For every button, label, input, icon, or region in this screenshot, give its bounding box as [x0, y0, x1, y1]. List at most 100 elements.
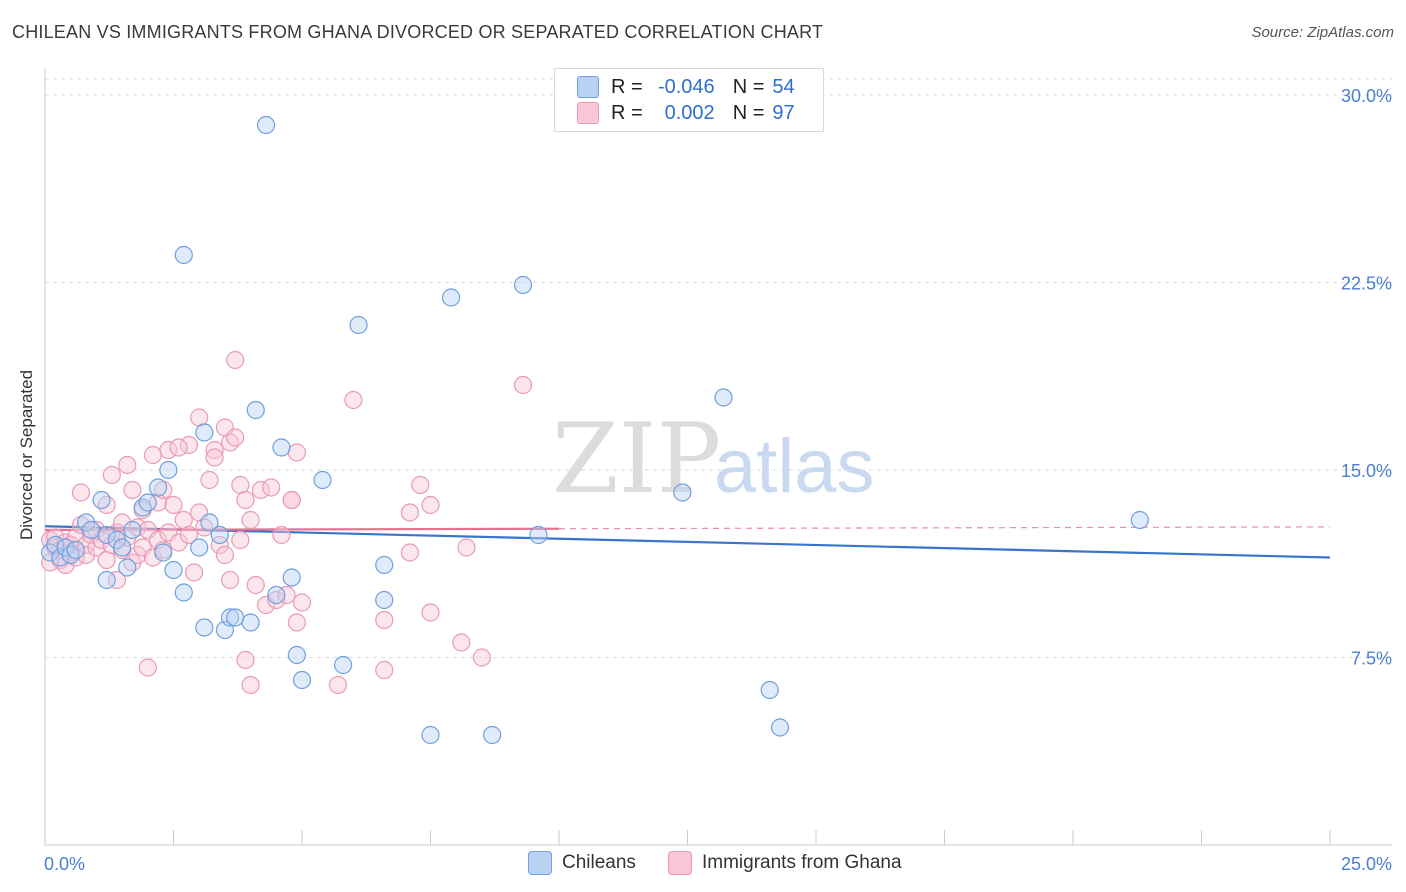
- chilean-point: [154, 543, 173, 562]
- ghana-trend-extension: [558, 526, 1331, 530]
- legend-r-value: -0.046: [657, 75, 715, 98]
- ghana-point: [179, 525, 199, 545]
- ghana-point: [210, 535, 229, 555]
- y-tick-label: 30.0%: [1341, 86, 1392, 106]
- ghana-point: [164, 495, 183, 515]
- chilean-point: [529, 525, 548, 545]
- chilean-point: [195, 423, 214, 442]
- legend-n-value: 97: [772, 101, 795, 124]
- y-axis-label: Divorced or Separated: [17, 370, 36, 540]
- ghana-point: [400, 503, 420, 522]
- chilean-point: [226, 608, 245, 627]
- chilean-point: [82, 520, 101, 540]
- chilean-point: [246, 400, 265, 420]
- ghana-point: [472, 648, 491, 667]
- ghana-point: [226, 350, 245, 370]
- ghana-point: [344, 390, 363, 410]
- chileans-points: [41, 115, 1149, 745]
- ghana-point: [107, 570, 127, 590]
- chilean-point: [220, 608, 240, 627]
- chilean-point: [349, 315, 368, 335]
- chilean-point: [313, 470, 332, 490]
- legend-item-chileans[interactable]: Chileans: [528, 851, 636, 875]
- ghana-point: [236, 490, 255, 510]
- chilean-point: [256, 115, 276, 135]
- legend-n-label: N =: [732, 75, 765, 98]
- chilean-point: [1130, 510, 1149, 530]
- chilean-point: [375, 555, 394, 575]
- ghana-point: [195, 518, 214, 537]
- chilean-point: [159, 460, 178, 480]
- chilean-point: [714, 388, 733, 407]
- chilean-point: [97, 525, 116, 545]
- chilean-point: [66, 540, 85, 560]
- ghana-point: [267, 590, 286, 610]
- chilean-point: [272, 438, 291, 457]
- chileans-trend-line: [44, 525, 1331, 559]
- ghana-point: [77, 545, 96, 565]
- ghana-point: [154, 480, 173, 500]
- legend-item-ghana[interactable]: Immigrants from Ghana: [668, 851, 902, 875]
- chilean-point: [174, 583, 193, 602]
- chilean-point: [190, 538, 209, 557]
- tick-labels: 7.5% 15.0% 22.5% 30.0% 0.0% 25.0%: [44, 86, 1392, 874]
- legend-label-ghana: Immigrants from Ghana: [702, 852, 902, 873]
- ghana-point: [87, 520, 106, 540]
- chilean-point: [92, 490, 111, 510]
- ghana-point: [205, 440, 224, 460]
- legend-r-label: R =: [611, 101, 643, 124]
- chilean-point: [287, 645, 306, 665]
- chilean-point: [112, 538, 132, 557]
- chilean-point: [334, 655, 353, 675]
- ghana-point: [118, 455, 137, 475]
- ghana-point: [246, 575, 265, 595]
- ghana-point: [411, 475, 430, 495]
- ghana-point: [452, 633, 471, 652]
- legend-swatch-blue: [577, 76, 599, 98]
- ghana-point: [220, 570, 240, 590]
- ghana-point: [220, 433, 240, 452]
- legend-r-value: 0.002: [664, 101, 715, 124]
- ghana-point: [287, 613, 306, 632]
- chilean-point: [148, 478, 168, 497]
- legend-swatch-chileans: [528, 851, 552, 875]
- chilean-point: [61, 545, 80, 565]
- ghana-point: [102, 465, 121, 485]
- chilean-point: [760, 680, 779, 700]
- chilean-point: [267, 585, 286, 605]
- watermark-atlas: atlas: [714, 424, 875, 509]
- legend-swatch-ghana: [668, 851, 692, 875]
- ghana-point: [375, 660, 394, 680]
- y-tick-label: 15.0%: [1341, 461, 1392, 481]
- ghana-point: [421, 495, 440, 515]
- ghana-point: [272, 525, 291, 545]
- chilean-point: [138, 493, 157, 512]
- ghana-point: [71, 483, 91, 502]
- ghana-point: [215, 545, 234, 565]
- chilean-point: [513, 275, 533, 295]
- chilean-point: [164, 560, 183, 580]
- ghana-point: [328, 675, 348, 695]
- ghana-point: [241, 675, 260, 695]
- x-tick-label: 0.0%: [44, 854, 85, 874]
- chilean-point: [118, 558, 137, 577]
- ghana-point: [292, 593, 312, 612]
- ghana-point: [169, 438, 188, 457]
- legend-row-ghana: R = 0.002 N = 97: [577, 100, 795, 126]
- ghana-point: [262, 478, 281, 497]
- y-tick-label: 7.5%: [1351, 649, 1392, 669]
- chart-title: CHILEAN VS IMMIGRANTS FROM GHANA DIVORCE…: [12, 22, 824, 42]
- ghana-point: [143, 445, 163, 465]
- ghana-point: [282, 490, 301, 510]
- chilean-point: [200, 513, 219, 532]
- stats-legend: R = -0.046 N = 54 R = 0.002 N = 97: [554, 68, 824, 132]
- series-legend: Chileans Immigrants from Ghana: [0, 851, 1406, 877]
- ghana-point: [400, 543, 420, 562]
- ghana-point: [226, 428, 245, 447]
- ghana-point: [375, 610, 394, 630]
- chilean-point: [97, 570, 116, 590]
- ghana-point: [513, 375, 533, 395]
- ghana-point: [97, 495, 116, 515]
- chilean-point: [673, 483, 692, 502]
